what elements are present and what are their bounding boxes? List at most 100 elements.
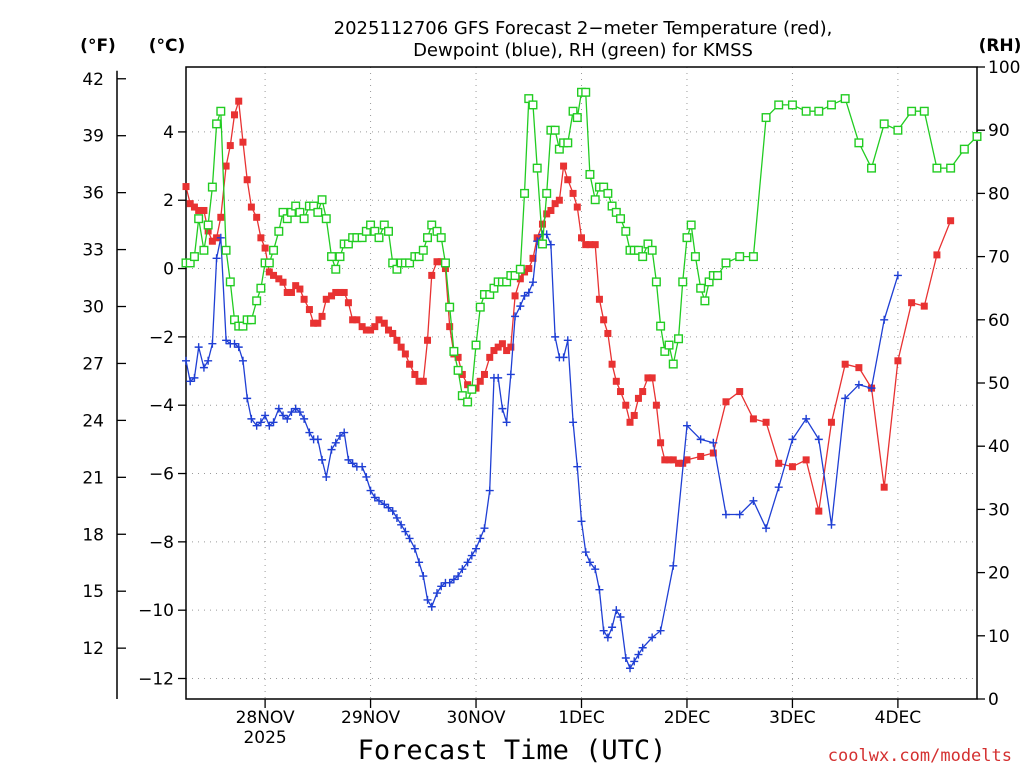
temperature-point: [503, 347, 511, 355]
temperature-point: [547, 206, 555, 214]
rh-point: [621, 226, 631, 236]
temperature-point: [279, 278, 287, 286]
rh-point: [194, 214, 204, 224]
rh-point: [264, 258, 274, 268]
dewpoint-point: [212, 254, 221, 263]
dewpoint-point: [433, 589, 442, 598]
temperature-point: [401, 350, 409, 358]
dewpoint-point: [380, 500, 389, 509]
dewpoint-point: [802, 414, 811, 423]
dewpoint-point: [305, 428, 314, 437]
temperature-point: [722, 398, 730, 406]
rh-point: [423, 233, 433, 243]
dewpoint-point: [182, 356, 190, 365]
rh-tick-label: 60: [988, 311, 1010, 331]
rh-point: [946, 163, 956, 173]
dewpoint-point: [893, 271, 902, 280]
temperature-point: [480, 370, 488, 378]
temperature-point: [419, 377, 427, 385]
dewpoint-point: [252, 421, 261, 430]
rh-point: [327, 252, 337, 262]
rh-point: [440, 258, 450, 268]
temperature-point: [661, 456, 669, 464]
rh-point: [585, 169, 595, 179]
x-tick-label: 29NOV: [341, 708, 400, 728]
rh-point: [893, 125, 903, 135]
temperature-point: [815, 507, 823, 515]
rh-point: [638, 252, 648, 262]
dewpoint-point: [867, 384, 876, 393]
dewpoint-point: [563, 336, 572, 345]
dewpoint-point: [186, 377, 195, 386]
dewpoint-point: [238, 356, 247, 365]
rh-point: [313, 207, 323, 217]
dewpoint-point: [621, 654, 630, 663]
rh-point: [463, 397, 473, 407]
temperature-point: [257, 234, 265, 242]
temperature-point: [235, 97, 243, 105]
rh-point: [603, 188, 613, 198]
rh-tick-label: 30: [988, 500, 1010, 520]
rh-point: [471, 340, 481, 350]
dewpoint-point: [327, 445, 336, 454]
rh-point: [656, 321, 666, 331]
rh-point: [317, 195, 327, 205]
temperature-point: [464, 381, 472, 389]
dewpoint-point: [735, 510, 744, 519]
dewpoint-point: [445, 578, 454, 587]
dewpoint-point: [542, 230, 551, 239]
dewpoint-point: [204, 356, 213, 365]
temperature-point: [630, 411, 638, 419]
dewpoint-point: [546, 240, 555, 249]
temperature-point: [433, 258, 441, 266]
dewpoint-point: [388, 507, 397, 516]
dewpoint-point: [520, 291, 529, 300]
temperature-point: [749, 415, 757, 423]
dewpoint-line: [185, 233, 899, 670]
rh-point: [405, 258, 415, 268]
dewpoint-point: [274, 404, 283, 413]
dewpoint-point: [827, 520, 836, 529]
temperature-point: [516, 275, 524, 283]
temperature-point: [736, 388, 744, 396]
temperature-point: [318, 312, 326, 320]
fahrenheit-tick-label: 18: [82, 525, 104, 545]
rh-point: [374, 233, 384, 243]
rh-point: [774, 100, 784, 110]
dewpoint-point: [366, 486, 375, 495]
dewpoint-point: [524, 288, 533, 297]
celsius-unit-label: (°C): [149, 36, 186, 56]
dewpoint-point: [370, 493, 379, 502]
temperature-point: [595, 295, 603, 303]
dewpoint-point: [494, 373, 503, 382]
dewpoint-point: [375, 496, 384, 505]
rh-point: [449, 346, 459, 356]
temperature-point: [855, 364, 863, 372]
rh-point: [515, 264, 525, 274]
dewpoint-point: [608, 623, 617, 632]
rh-point: [331, 264, 341, 274]
temperature-point: [494, 343, 502, 351]
rh-point: [563, 138, 573, 148]
rh-point: [199, 245, 209, 255]
fahrenheit-tick-label: 33: [82, 241, 104, 261]
dewpoint-point: [463, 558, 472, 567]
fahrenheit-tick-label: 42: [82, 70, 104, 90]
dewpoint-point: [322, 472, 331, 481]
temperature-point: [683, 456, 691, 464]
dewpoint-point: [516, 302, 525, 311]
rh-point: [932, 163, 942, 173]
dewpoint-point: [476, 534, 485, 543]
temperature-point: [538, 220, 546, 228]
dewpoint-point: [295, 408, 304, 417]
rh-point: [713, 271, 723, 281]
temperature-point: [353, 316, 361, 324]
rh-point: [225, 277, 235, 287]
fahrenheit-tick-label: 39: [82, 127, 104, 147]
celsius-tick-label: −8: [149, 533, 174, 553]
dewpoint-point: [449, 575, 458, 584]
dewpoint-point: [243, 394, 252, 403]
dewpoint-point: [498, 404, 507, 413]
temperature-point: [697, 452, 705, 460]
